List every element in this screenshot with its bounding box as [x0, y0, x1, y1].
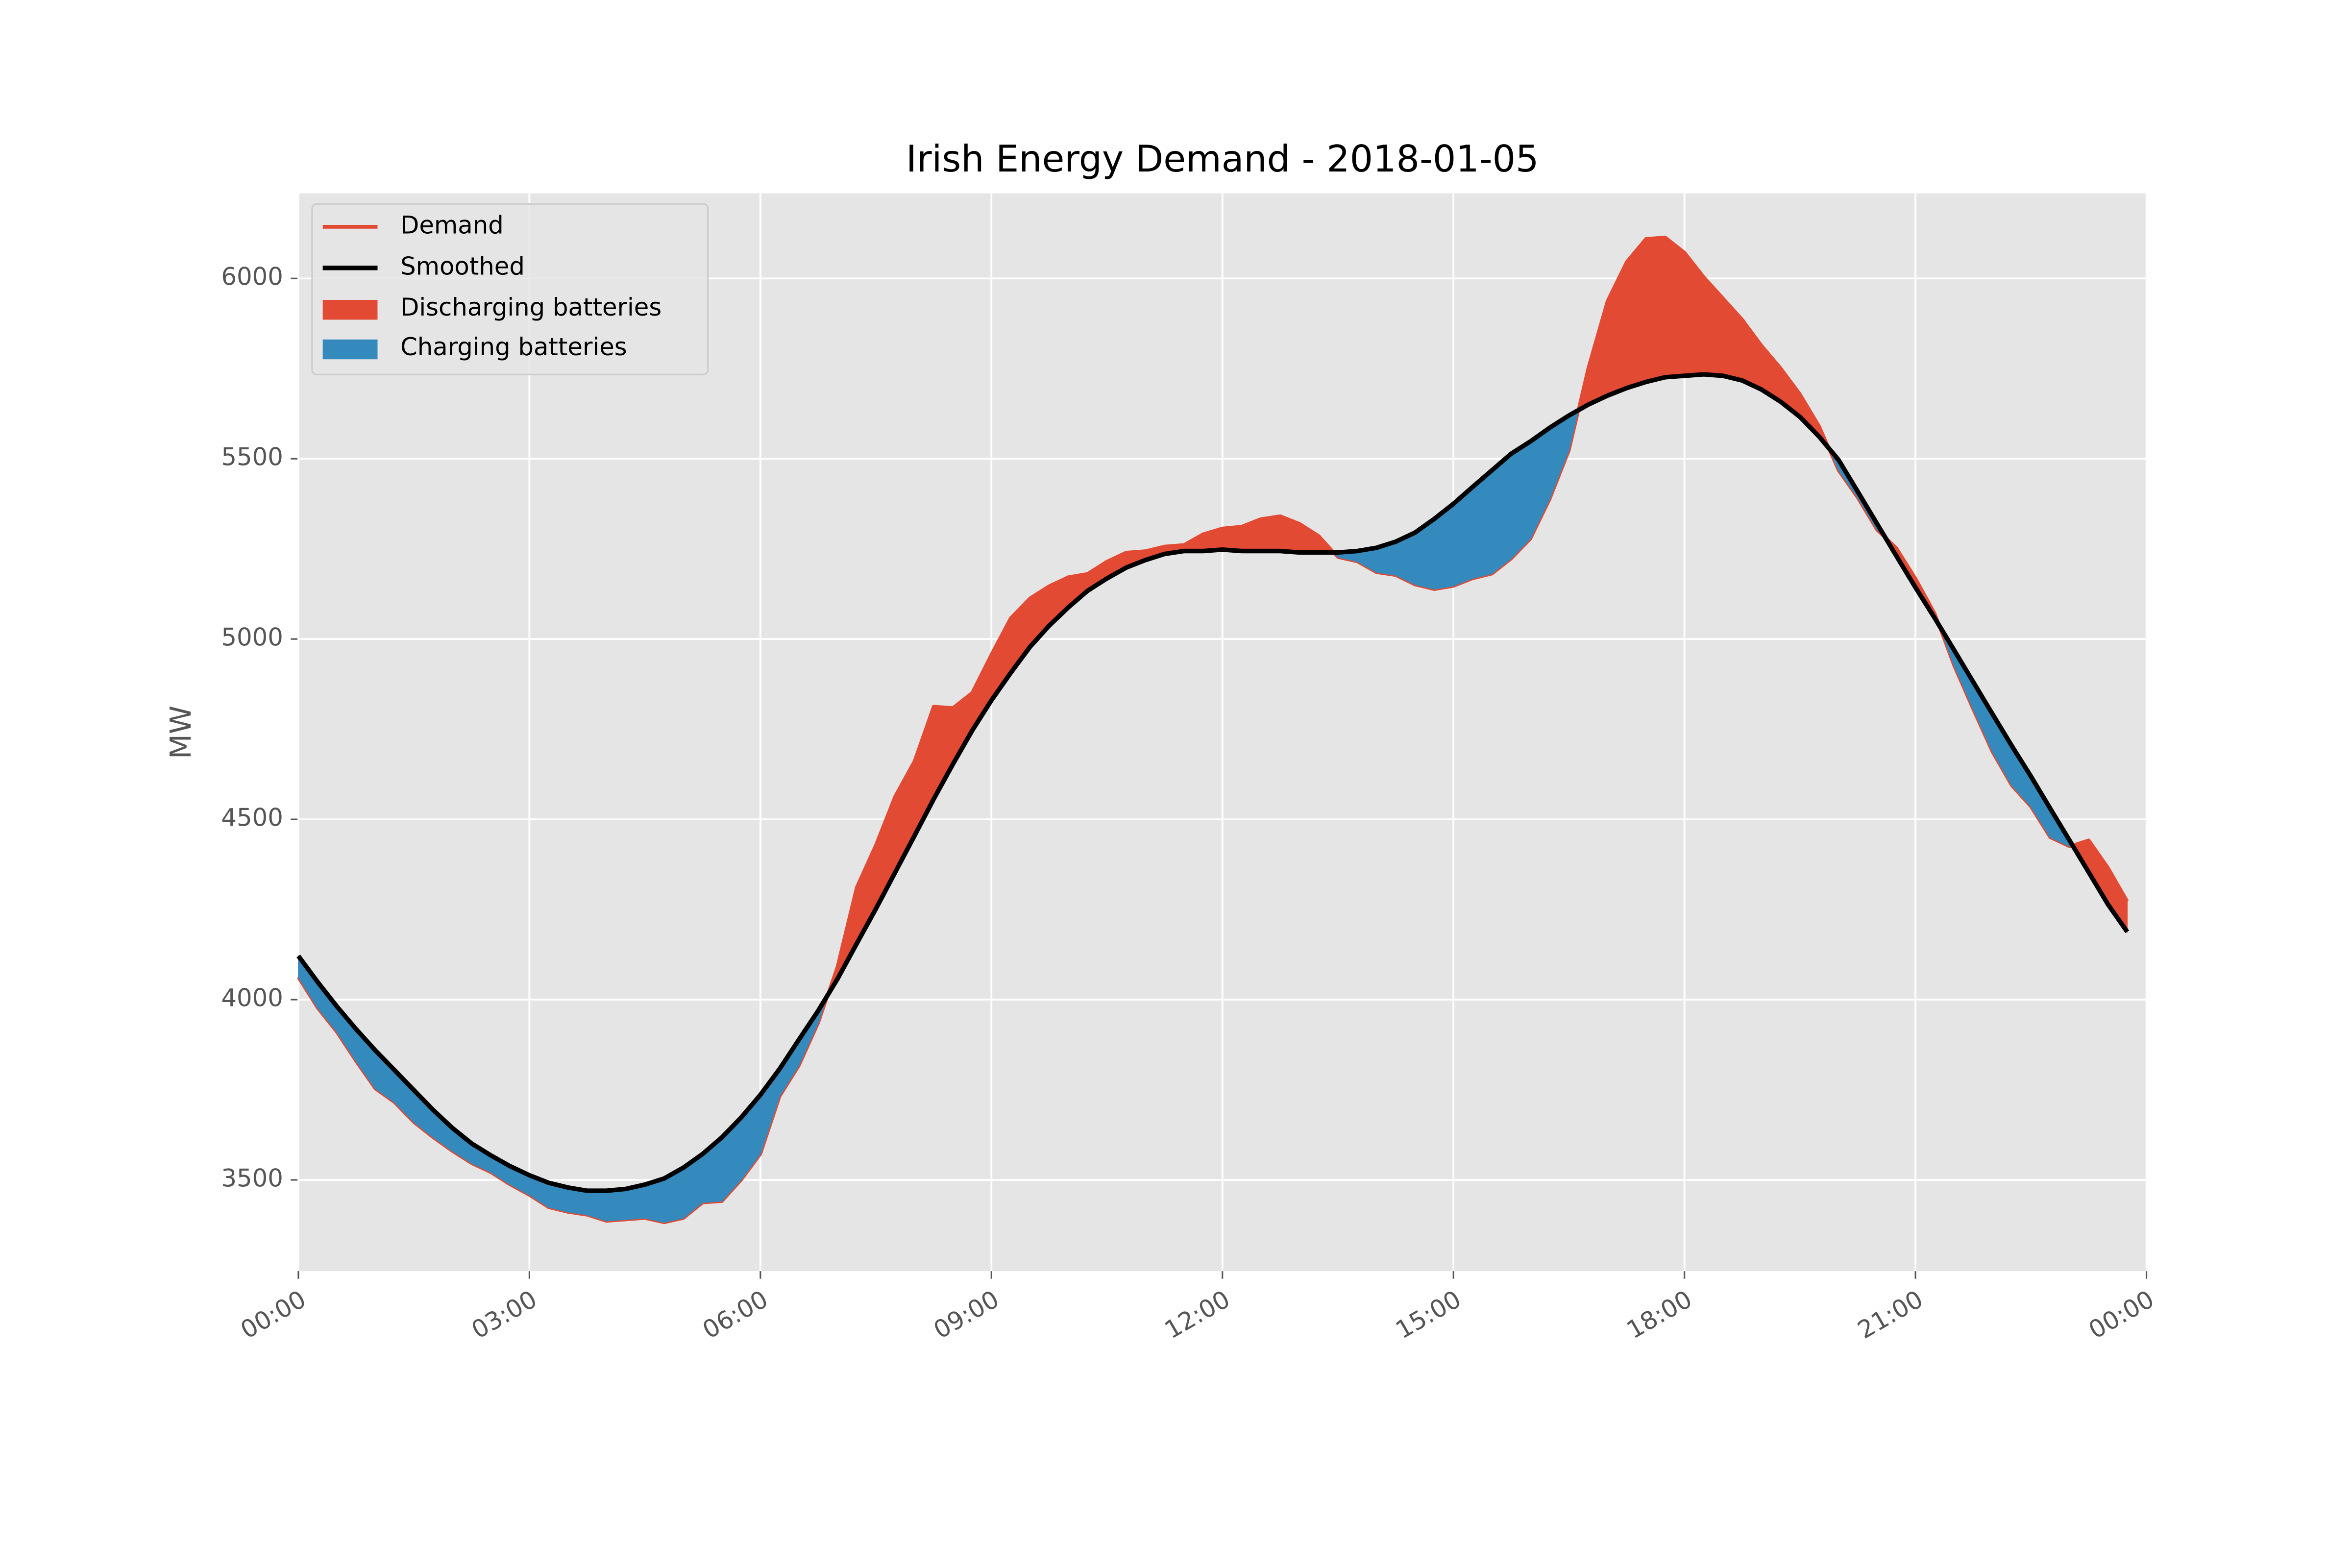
- y-tick-label: 5500: [221, 443, 283, 471]
- fill-area: [1511, 441, 1531, 560]
- x-tick-label: 00:00: [236, 1285, 311, 1345]
- fill-area: [1222, 526, 1242, 552]
- legend-box: [311, 203, 709, 375]
- y-tick-label: 3500: [221, 1164, 283, 1192]
- y-tick-label: 4500: [221, 804, 283, 832]
- y-axis-label: MW: [164, 706, 197, 759]
- y-tick-label: 4000: [221, 984, 283, 1012]
- legend-label: Charging batteries: [400, 333, 627, 361]
- x-tick-label: 15:00: [1391, 1285, 1466, 1345]
- fill-area: [606, 1188, 626, 1222]
- y-tick-label: 6000: [221, 263, 283, 291]
- fill-area: [1626, 238, 1646, 389]
- chart-title: Irish Energy Demand - 2018-01-05: [906, 138, 1539, 180]
- x-tick-label: 18:00: [1622, 1285, 1697, 1345]
- x-tick-label: 12:00: [1160, 1285, 1235, 1345]
- legend-patch: [322, 339, 378, 360]
- x-tick-label: 21:00: [1853, 1285, 1928, 1345]
- x-tick-label: 00:00: [2084, 1285, 2159, 1345]
- fill-area: [1260, 515, 1281, 552]
- fill-area: [1665, 236, 1685, 378]
- legend-label: Discharging batteries: [400, 293, 662, 321]
- fill-area: [1492, 453, 1512, 575]
- series-line: [296, 372, 2130, 1193]
- fill-area: [1645, 237, 1666, 383]
- y-tick-label: 5000: [221, 623, 283, 652]
- x-tick-label: 06:00: [698, 1285, 773, 1345]
- x-tick-label: 09:00: [929, 1285, 1004, 1345]
- legend-label: Demand: [400, 211, 504, 239]
- x-tick-label: 03:00: [467, 1285, 542, 1345]
- legend-label: Smoothed: [400, 252, 525, 280]
- legend-patch: [322, 300, 378, 320]
